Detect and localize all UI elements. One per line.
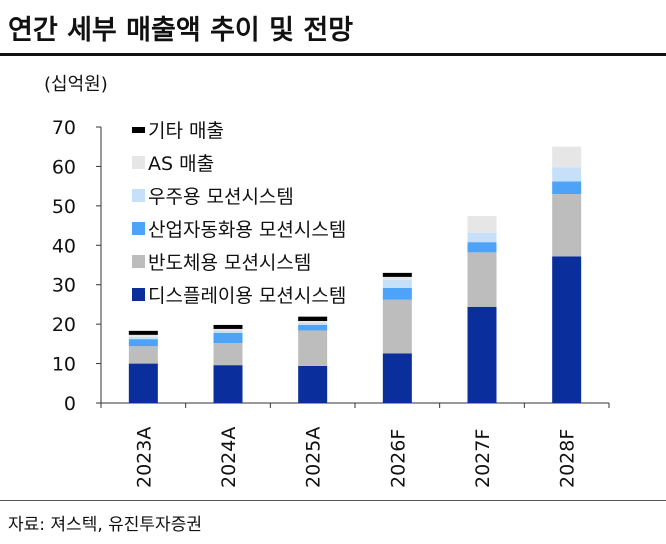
page-title: 연간 세부 매출액 추이 및 전망 [8, 15, 354, 46]
legend-label: AS 매출 [148, 153, 214, 175]
bar-segment [552, 181, 582, 195]
x-tick-label: 2026F [387, 429, 409, 488]
bar-segment [467, 306, 497, 403]
bar-segment [298, 330, 328, 366]
bar-segment [298, 324, 328, 331]
bar-segment [298, 320, 328, 323]
bar-segment [467, 232, 497, 243]
legend-swatch [132, 255, 145, 268]
bar-segment [467, 242, 497, 253]
bar-segment [382, 353, 412, 403]
legend-label: 산업자동화용 모션시스템 [148, 219, 346, 241]
bar-segment [382, 279, 412, 288]
bar-segment [213, 332, 243, 344]
bar-segment [552, 167, 582, 182]
bar-segment [128, 334, 158, 337]
bar-segment [213, 330, 243, 333]
x-tick-label: 2027F [472, 429, 494, 488]
bar-segment [213, 324, 243, 329]
source-note: 자료: 져스텍, 유진투자증권 [8, 515, 202, 535]
bar-segment [213, 328, 243, 331]
legend-label: 기타 매출 [148, 120, 224, 142]
y-tick-label: 30 [52, 275, 76, 297]
title-divider [0, 53, 666, 56]
bar-segment [128, 330, 158, 335]
source-divider [0, 500, 666, 501]
bar-segment [552, 256, 582, 403]
bar-segment [552, 194, 582, 257]
y-tick-label: 70 [52, 117, 76, 139]
stacked-bar-chart: 0 10 20 30 40 50 60 70 2023A 2024A 2025A 2026F 2027F… [52, 117, 610, 488]
bar-segment [552, 146, 582, 168]
x-tick-label: 2024A [218, 427, 240, 488]
bar-segment [213, 343, 243, 366]
bar-segment [128, 336, 158, 340]
y-tick-label: 0 [64, 393, 76, 415]
y-tick-label: 60 [52, 156, 76, 178]
bar-segment [298, 365, 328, 403]
legend-swatch [132, 222, 145, 235]
x-tick-label: 2028F [557, 429, 579, 488]
legend-label: 반도체용 모션시스템 [148, 252, 311, 274]
x-tick-label: 2025A [303, 427, 325, 488]
legend-swatch [132, 127, 145, 133]
y-tick-label: 10 [52, 354, 76, 376]
legend-swatch [132, 156, 145, 169]
x-tick-label: 2023A [133, 427, 155, 488]
y-tick-label: 40 [52, 235, 76, 257]
bar-segment [298, 316, 328, 321]
bar-segment [298, 322, 328, 325]
bar-segment [382, 272, 412, 277]
bar-segment [128, 363, 158, 403]
y-axis-unit-label: (십억원) [44, 74, 108, 95]
bar-segment [213, 365, 243, 403]
bar-segment [128, 346, 158, 364]
legend-label: 우주용 모션시스템 [148, 186, 294, 208]
bar-segment [467, 252, 497, 307]
bar-segment [128, 339, 158, 347]
bar-segment [382, 299, 412, 354]
y-tick-label: 50 [52, 196, 76, 218]
bar-segment [467, 216, 497, 233]
legend-swatch [132, 288, 145, 301]
y-tick-label: 20 [52, 314, 76, 336]
legend-label: 디스플레이용 모션시스템 [148, 285, 346, 307]
bar-segment [382, 287, 412, 300]
legend-swatch [132, 189, 145, 202]
